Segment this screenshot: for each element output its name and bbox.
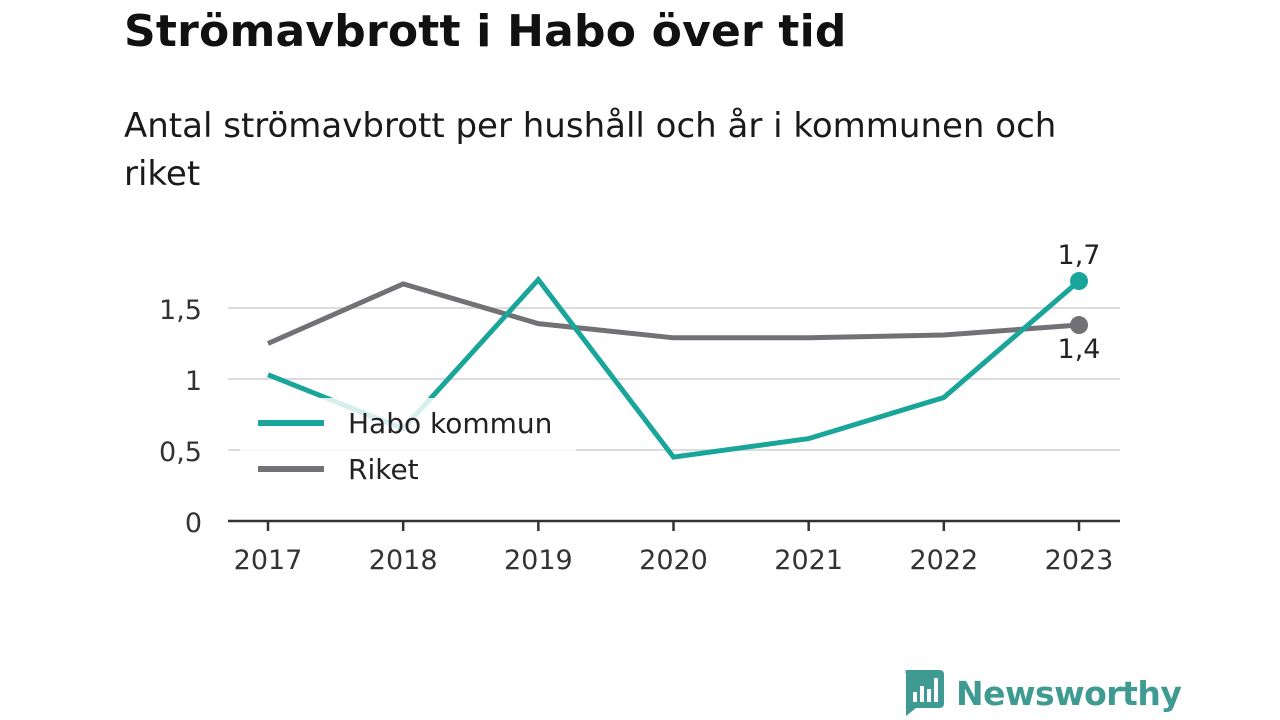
y-tick-label: 1	[185, 366, 202, 397]
end-point	[1070, 272, 1088, 291]
legend-label: Riket	[348, 453, 419, 486]
newsworthy-bars-icon	[905, 670, 944, 716]
y-tick-label: 1,5	[159, 295, 202, 326]
x-tick-label: 2018	[369, 545, 438, 576]
x-tick-label: 2022	[909, 545, 978, 576]
end-point	[1070, 316, 1088, 335]
x-tick-label: 2017	[234, 545, 303, 576]
legend: Habo kommun Riket	[240, 398, 576, 494]
chart-title: Strömavbrott i Habo över tid	[124, 6, 847, 57]
x-tick-label: 2020	[639, 545, 708, 576]
legend-label: Habo kommun	[348, 407, 552, 440]
x-tick-label: 2019	[504, 545, 573, 576]
end-label: 1,4	[1058, 334, 1101, 365]
y-tick-label: 0	[185, 508, 202, 539]
end-label: 1,7	[1058, 240, 1101, 271]
legend-background	[240, 398, 576, 494]
y-tick-label: 0,5	[159, 437, 202, 468]
chart-subtitle: Antal strömavbrott per hushåll och år i …	[124, 106, 1057, 194]
axes: 0 0,5 1 1,5 2017 2018 2019 2020 2021 2022 2023	[159, 295, 1120, 576]
data-labels: 1,7 1,4	[1058, 240, 1101, 365]
brand-name: Newsworthy	[956, 673, 1182, 713]
x-tick-label: 2021	[774, 545, 843, 576]
newsworthy-logo: Newsworthy	[902, 670, 1182, 716]
x-tick-label: 2023	[1045, 545, 1114, 576]
series-line-riket	[266, 281, 1080, 346]
